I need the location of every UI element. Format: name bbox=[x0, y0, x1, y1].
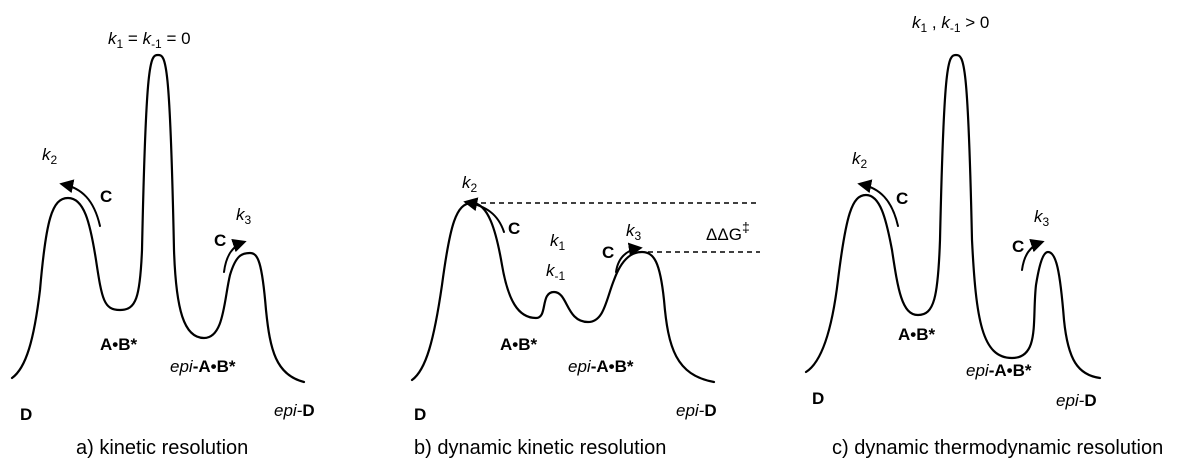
panel-b-caption: b) dynamic kinetic resolution bbox=[414, 437, 667, 459]
panel-b-k1-label: k1 bbox=[550, 231, 566, 253]
panel-c-k3-arrow bbox=[1021, 238, 1045, 271]
panel-c-c-right-label: C bbox=[1012, 237, 1025, 256]
panel-b-c-left-label: C bbox=[508, 219, 521, 238]
panel-c-k2-arrow bbox=[857, 179, 899, 227]
panel-a-diagram bbox=[10, 53, 306, 384]
panel-c-k3-label: k3 bbox=[1034, 207, 1050, 229]
panel-c-epi-ab-label: epi-A•B* bbox=[966, 361, 1032, 380]
panel-b-k2-label: k2 bbox=[462, 173, 478, 195]
panel-c-energy-curve bbox=[804, 53, 1102, 380]
panel-b-epi-ab-label: epi-A•B* bbox=[568, 357, 634, 376]
panel-a-k2-label: k2 bbox=[42, 145, 58, 167]
panel-b-ddg-label: ΔΔG‡ bbox=[706, 219, 750, 244]
panel-b-energy-curve bbox=[410, 201, 716, 384]
panel-a-epi-ab-label: epi-A•B* bbox=[170, 357, 236, 376]
panel-a-ab-label: A•B* bbox=[100, 335, 138, 354]
panel-b-k2-arrow bbox=[463, 197, 505, 233]
panel-c-k2-label: k2 bbox=[852, 149, 868, 171]
panel-b-d-label: D bbox=[414, 405, 427, 424]
panel-a-d-label: D bbox=[20, 405, 33, 424]
panel-c-ab-label: A•B* bbox=[898, 325, 936, 344]
panel-b-km1-label: k-1 bbox=[546, 261, 566, 283]
panel-c-rate-header: k1 , k-1 > 0 bbox=[912, 13, 990, 35]
panel-b-epi-d-label: epi-D bbox=[676, 401, 717, 420]
panel-c-diagram bbox=[804, 53, 1102, 380]
panel-b-ab-label: A•B* bbox=[500, 335, 538, 354]
panel-a-k2-arrow bbox=[59, 179, 101, 227]
panel-a-k3-arrow bbox=[223, 238, 247, 273]
panel-c-epi-d-label: epi-D bbox=[1056, 391, 1097, 410]
panel-a-k3-label: k3 bbox=[236, 205, 252, 227]
panel-b-k3-label: k3 bbox=[626, 221, 642, 243]
panel-a-c-left-label: C bbox=[100, 187, 113, 206]
panel-c-d-label: D bbox=[812, 389, 825, 408]
panel-a-c-right-label: C bbox=[214, 231, 227, 250]
panel-a-epi-d-label: epi-D bbox=[274, 401, 315, 420]
panel-a-caption: a) kinetic resolution bbox=[76, 437, 249, 459]
panel-b-k3-arrow bbox=[615, 242, 643, 273]
panel-a-rate-header: k1 = k-1 = 0 bbox=[108, 29, 191, 51]
panel-c-caption: c) dynamic thermodynamic resolution bbox=[832, 437, 1164, 459]
panel-b-diagram bbox=[410, 197, 760, 384]
panel-b-c-right-label: C bbox=[602, 243, 615, 262]
panel-c-c-left-label: C bbox=[896, 189, 909, 208]
panel-a-energy-curve bbox=[10, 53, 306, 384]
